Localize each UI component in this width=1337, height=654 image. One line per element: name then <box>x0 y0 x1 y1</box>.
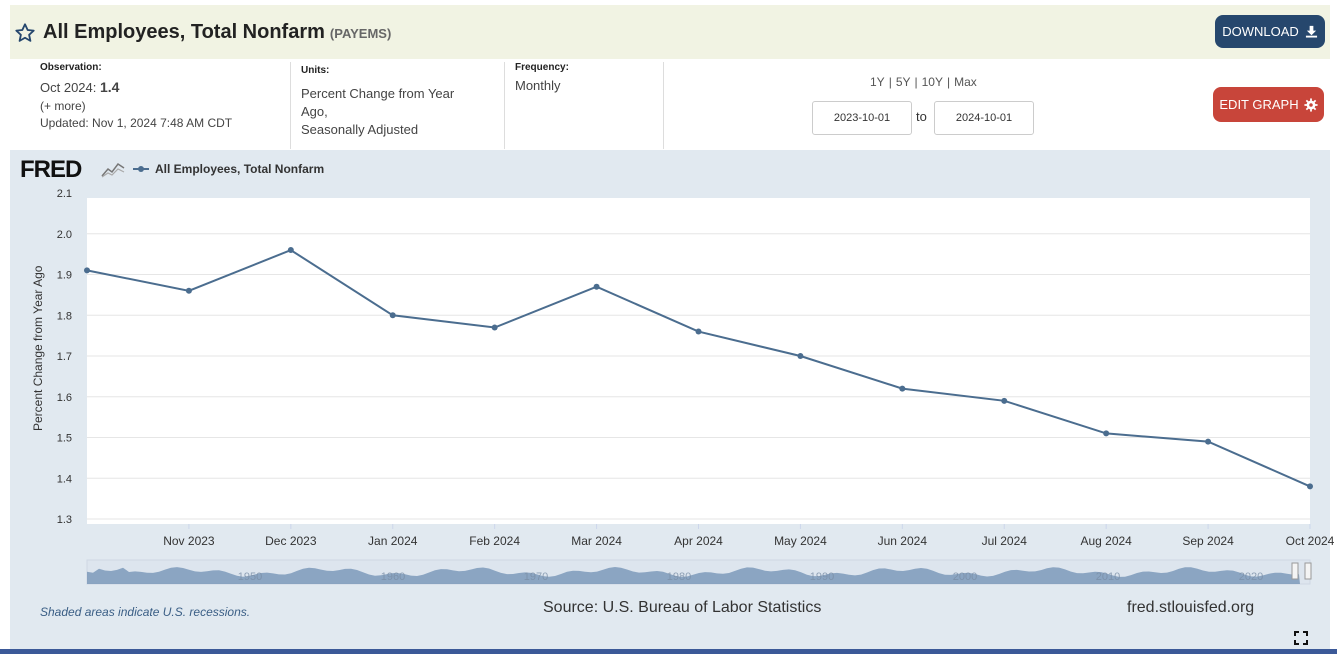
x-tick-label: Oct 2024 <box>1286 534 1335 548</box>
observation-block: Observation: Oct 2024: 1.4 (+ more) Upda… <box>40 62 290 149</box>
y-tick-label: 1.7 <box>57 351 72 363</box>
observation-date: Oct 2024: <box>40 80 97 95</box>
x-tick-label: Mar 2024 <box>571 534 622 548</box>
navigator-label: 1950 <box>238 571 262 583</box>
data-point[interactable] <box>593 283 600 290</box>
frequency-label: Frequency: <box>515 62 569 73</box>
download-button[interactable]: DOWNLOAD <box>1215 15 1325 48</box>
navigator-handle-right[interactable] <box>1304 562 1312 580</box>
y-tick-label: 1.5 <box>57 433 72 445</box>
edit-graph-button[interactable]: EDIT GRAPH <box>1213 87 1324 122</box>
data-point[interactable] <box>1103 430 1110 437</box>
data-point[interactable] <box>1205 438 1212 445</box>
series-id: (PAYEMS) <box>329 26 392 41</box>
legend-label: All Employees, Total Nonfarm <box>155 162 325 176</box>
units-line3: Seasonally Adjusted <box>301 122 419 137</box>
units-line2: Ago, <box>301 104 328 119</box>
range-separator: | <box>888 75 892 89</box>
y-tick-label: 2.0 <box>57 229 72 241</box>
y-tick-label: 1.9 <box>57 270 72 282</box>
observation-value: 1.4 <box>100 79 120 95</box>
units-label: Units: <box>301 65 330 76</box>
units-line1: Percent Change from Year <box>301 86 455 101</box>
range-max[interactable]: Max <box>954 75 977 89</box>
fred-graph-icon <box>101 160 125 179</box>
x-tick-label: Feb 2024 <box>469 534 520 548</box>
data-point[interactable] <box>1307 483 1313 490</box>
data-point[interactable] <box>389 312 396 319</box>
taskbar <box>0 649 1337 654</box>
data-point[interactable] <box>287 247 294 254</box>
y-tick-label: 1.8 <box>57 310 72 322</box>
gear-icon <box>1304 97 1318 112</box>
page-title: All Employees, Total Nonfarm (PAYEMS) <box>43 21 391 44</box>
series-title: All Employees, Total Nonfarm <box>43 21 325 43</box>
x-tick-label: Jun 2024 <box>878 534 928 548</box>
range-5y[interactable]: 5Y <box>895 75 911 89</box>
updated-value: Nov 1, 2024 7:48 AM CDT <box>92 116 233 130</box>
to-label: to <box>916 109 927 124</box>
y-tick-label: 1.3 <box>57 514 72 526</box>
x-tick-label: Jan 2024 <box>368 534 418 548</box>
data-point[interactable] <box>491 324 498 331</box>
recession-note: Shaded areas indicate U.S. recessions. <box>40 605 251 619</box>
navigator-series <box>87 567 1300 584</box>
range-10y[interactable]: 10Y <box>921 75 943 89</box>
navigator-label: 1990 <box>810 571 834 583</box>
x-tick-label: May 2024 <box>774 534 827 548</box>
fred-logo: FRED <box>20 156 82 184</box>
navigator-handle-left[interactable] <box>1291 562 1299 580</box>
data-point[interactable] <box>1001 397 1008 404</box>
data-point[interactable] <box>899 385 906 392</box>
range-links: 1Y | 5Y | 10Y | Max <box>868 75 979 89</box>
y-tick-label: 1.6 <box>57 392 72 404</box>
navigator-label: 1960 <box>381 571 405 583</box>
navigator-label: 2000 <box>953 571 977 583</box>
data-point[interactable] <box>695 328 702 335</box>
download-label: DOWNLOAD <box>1222 24 1299 39</box>
range-1y[interactable]: 1Y <box>870 75 885 89</box>
download-icon <box>1305 25 1317 38</box>
y-tick-label: 1.4 <box>57 473 72 485</box>
units-block: Units: Percent Change from Year Ago, Sea… <box>290 62 504 149</box>
navigator-label: 2020 <box>1239 571 1263 583</box>
x-tick-label: Aug 2024 <box>1080 534 1132 548</box>
navigator-label: 1970 <box>524 571 548 583</box>
chart-legend[interactable]: All Employees, Total Nonfarm <box>133 162 324 176</box>
frequency-block: Frequency: Monthly <box>504 62 664 149</box>
start-date-input[interactable]: 2023-10-01 <box>812 101 912 135</box>
plot-area <box>87 198 1310 524</box>
x-tick-label: Nov 2023 <box>163 534 215 548</box>
end-date-input[interactable]: 2024-10-01 <box>934 101 1034 135</box>
series-header: All Employees, Total Nonfarm (PAYEMS) DOW… <box>10 5 1330 59</box>
edit-graph-label: EDIT GRAPH <box>1219 97 1299 112</box>
site-text[interactable]: fred.stlouisfed.org <box>1127 599 1255 616</box>
range-separator: | <box>914 75 918 89</box>
star-icon[interactable] <box>14 22 36 44</box>
x-tick-label: Dec 2023 <box>265 534 317 548</box>
data-point[interactable] <box>185 287 192 294</box>
more-link[interactable]: (+ more) <box>40 99 86 113</box>
data-point[interactable] <box>84 267 90 274</box>
x-tick-label: Sep 2024 <box>1182 534 1234 548</box>
data-point[interactable] <box>797 353 804 359</box>
fullscreen-icon[interactable] <box>1294 631 1308 645</box>
y-tick-label: 2.1 <box>57 188 72 200</box>
observation-label: Observation: <box>40 62 102 73</box>
legend-swatch <box>133 166 149 172</box>
range-separator: | <box>946 75 951 89</box>
frequency-value: Monthly <box>515 78 561 93</box>
navigator-label: 2010 <box>1096 571 1120 583</box>
updated-label: Updated: <box>40 116 89 130</box>
x-tick-label: Jul 2024 <box>982 534 1028 548</box>
navigator-label: 1980 <box>667 571 691 583</box>
x-tick-label: Apr 2024 <box>674 534 723 548</box>
fred-logo-text: FRED <box>20 156 82 183</box>
source-text: Source: U.S. Bureau of Labor Statistics <box>543 599 822 616</box>
